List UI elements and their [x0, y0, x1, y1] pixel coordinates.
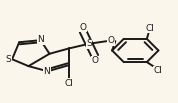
Text: O: O	[79, 23, 87, 32]
Text: Cl: Cl	[154, 66, 163, 75]
Text: S: S	[86, 39, 92, 48]
Text: N: N	[37, 35, 44, 44]
Text: Cl: Cl	[146, 24, 155, 33]
Text: N: N	[43, 67, 50, 76]
Text: Cl: Cl	[65, 79, 74, 88]
Text: S: S	[5, 55, 11, 64]
Text: O: O	[92, 56, 99, 65]
Text: O: O	[107, 36, 114, 46]
